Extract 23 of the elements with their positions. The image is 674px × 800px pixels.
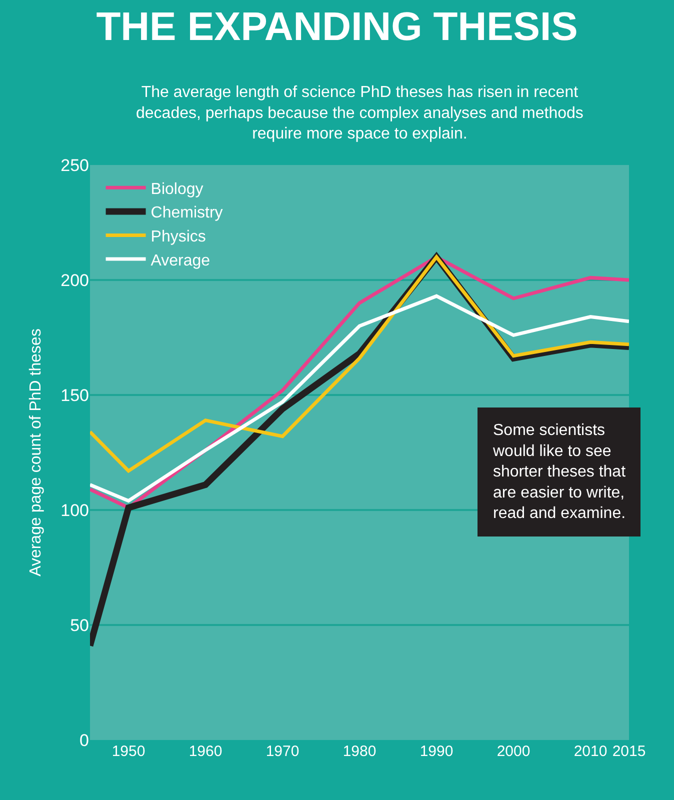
y-tick-label: 0 (80, 730, 89, 750)
x-tick-label: 1960 (188, 743, 222, 760)
y-tick-label: 250 (60, 156, 89, 175)
annotation: Some scientists would like to see shorter theses that are easier to write, read and examine. (492, 422, 626, 522)
x-tick-label: 2015 (612, 743, 646, 760)
x-tick-label: 1990 (420, 743, 454, 760)
x-tick-label: 2000 (496, 743, 530, 760)
chart-subtitle: The average length of science PhD theses has risen in recent decades, perhaps because the complex analyses and methods require more space to explain. (136, 84, 584, 143)
y-axis-title: Average page count of PhD theses (28, 328, 45, 576)
y-tick-label: 100 (60, 500, 89, 520)
chart-title: THE EXPANDING THESIS (96, 5, 578, 49)
y-tick-label: 50 (70, 616, 89, 635)
x-tick-label: 2010 (574, 743, 608, 760)
x-tick-label: 1970 (266, 743, 300, 760)
legend-label: Average (150, 252, 210, 270)
legend-label: Chemistry (150, 204, 223, 222)
x-tick-label: 1950 (112, 743, 146, 760)
line-series (90, 294, 629, 503)
x-tick-label: 1980 (342, 743, 376, 760)
legend-label: Physics (150, 228, 206, 246)
y-tick-label: 150 (60, 386, 89, 405)
y-tick-label: 200 (60, 270, 89, 290)
legend-label: Biology (150, 180, 204, 198)
